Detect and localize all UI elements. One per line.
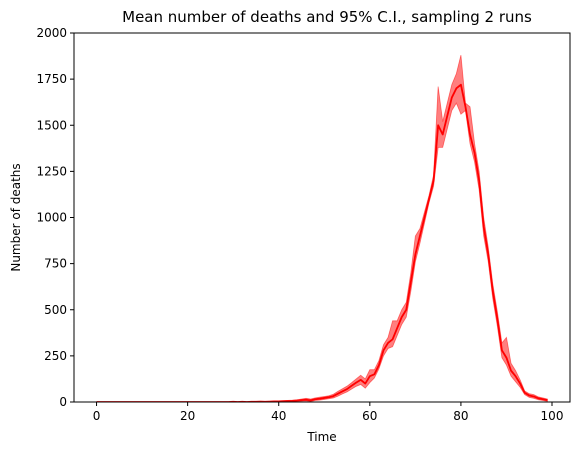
x-axis-ticks: 0 20 40 60 80 100 [93,402,564,423]
x-tick-label: 80 [453,409,468,423]
y-tick-label: 0 [59,395,67,409]
y-tick-label: 750 [44,257,67,271]
x-axis-label: Time [306,430,336,444]
y-tick-label: 1500 [36,118,67,132]
y-tick-label: 2000 [36,26,67,40]
y-tick-label: 250 [44,349,67,363]
x-tick-label: 60 [362,409,377,423]
x-tick-label: 100 [541,409,564,423]
x-tick-label: 20 [180,409,195,423]
y-tick-label: 1000 [36,211,67,225]
y-tick-label: 1750 [36,72,67,86]
y-axis-label: Number of deaths [9,163,23,271]
y-axis-ticks: 0 250 500 750 1000 1250 1500 1750 2000 [36,26,74,409]
y-tick-label: 500 [44,303,67,317]
x-tick-label: 40 [271,409,286,423]
mean-deaths-line [96,83,548,402]
y-tick-label: 1250 [36,164,67,178]
mean-line-layer [96,83,548,402]
chart-title: Mean number of deaths and 95% C.I., samp… [122,8,532,26]
x-tick-label: 0 [93,409,101,423]
